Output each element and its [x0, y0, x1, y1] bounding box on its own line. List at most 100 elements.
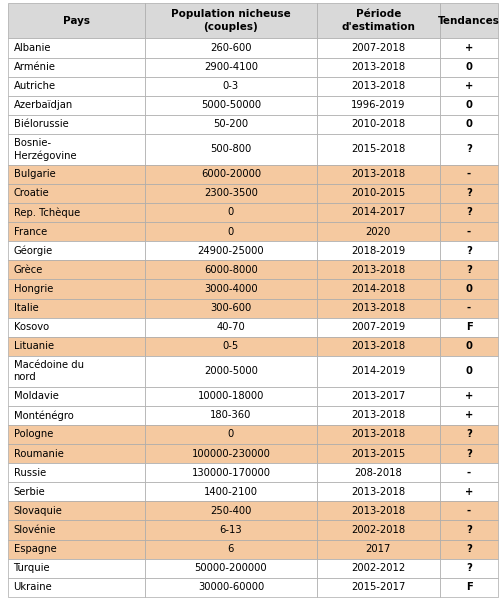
Text: +: +	[465, 487, 473, 497]
Text: Lituanie: Lituanie	[14, 341, 54, 352]
Text: 2013-2018: 2013-2018	[351, 169, 405, 179]
Bar	[317, 482, 439, 502]
Text: 2013-2018: 2013-2018	[351, 341, 405, 352]
Bar	[145, 58, 317, 77]
Text: 1996-2019: 1996-2019	[351, 100, 405, 110]
Bar	[317, 241, 439, 260]
Text: 2000-5000: 2000-5000	[204, 366, 258, 376]
Text: 10000-18000: 10000-18000	[198, 391, 264, 401]
Text: ?: ?	[466, 265, 472, 275]
Text: +: +	[465, 391, 473, 401]
Bar	[145, 280, 317, 299]
Text: 2007-2018: 2007-2018	[351, 43, 405, 53]
Text: ?: ?	[466, 449, 472, 458]
Text: Macédoine du
nord: Macédoine du nord	[14, 360, 84, 382]
Bar	[439, 406, 498, 425]
Text: ?: ?	[466, 145, 472, 154]
Text: 40-70: 40-70	[216, 322, 245, 332]
Bar	[317, 38, 439, 58]
Text: Grèce: Grèce	[14, 265, 43, 275]
Bar	[8, 241, 145, 260]
Bar	[145, 134, 317, 164]
Bar	[8, 463, 145, 482]
Text: Slovaquie: Slovaquie	[14, 506, 63, 516]
Bar	[439, 222, 498, 241]
Bar	[145, 77, 317, 96]
Bar	[439, 463, 498, 482]
Text: -: -	[467, 227, 471, 236]
Text: Arménie: Arménie	[14, 62, 56, 72]
Text: 2013-2018: 2013-2018	[351, 410, 405, 420]
Text: Moldavie: Moldavie	[14, 391, 59, 401]
Text: -: -	[467, 303, 471, 313]
Text: 6-13: 6-13	[219, 525, 242, 535]
Bar	[317, 406, 439, 425]
Bar	[317, 425, 439, 444]
Bar	[439, 3, 498, 38]
Text: Bulgarie: Bulgarie	[14, 169, 55, 179]
Text: Azerbaïdjan: Azerbaïdjan	[14, 100, 73, 110]
Text: 3000-4000: 3000-4000	[204, 284, 258, 294]
Bar	[439, 578, 498, 597]
Bar	[439, 425, 498, 444]
Bar	[145, 115, 317, 134]
Text: 2013-2018: 2013-2018	[351, 81, 405, 91]
Text: Russie: Russie	[14, 467, 46, 478]
Text: 0: 0	[465, 62, 472, 72]
Bar	[145, 520, 317, 539]
Text: +: +	[465, 410, 473, 420]
Bar	[317, 164, 439, 184]
Bar	[317, 203, 439, 222]
Text: ?: ?	[466, 188, 472, 199]
Text: 260-600: 260-600	[210, 43, 252, 53]
Text: +: +	[465, 81, 473, 91]
Bar	[145, 317, 317, 337]
Bar	[8, 502, 145, 520]
Bar	[145, 463, 317, 482]
Bar	[439, 356, 498, 386]
Bar	[145, 3, 317, 38]
Text: 2002-2018: 2002-2018	[351, 525, 405, 535]
Bar	[317, 356, 439, 386]
Bar	[8, 559, 145, 578]
Text: ?: ?	[466, 430, 472, 439]
Text: Rep. Tchèque: Rep. Tchèque	[14, 207, 80, 218]
Bar	[439, 115, 498, 134]
Bar	[145, 444, 317, 463]
Text: 2013-2015: 2013-2015	[351, 449, 405, 458]
Bar	[145, 96, 317, 115]
Bar	[145, 260, 317, 280]
Bar	[8, 58, 145, 77]
Bar	[145, 406, 317, 425]
Text: Roumanie: Roumanie	[14, 449, 64, 458]
Text: Hongrie: Hongrie	[14, 284, 53, 294]
Text: 2300-3500: 2300-3500	[204, 188, 258, 199]
Bar	[439, 58, 498, 77]
Text: 500-800: 500-800	[210, 145, 252, 154]
Text: 2002-2012: 2002-2012	[351, 563, 405, 574]
Text: 2013-2018: 2013-2018	[351, 265, 405, 275]
Bar	[8, 38, 145, 58]
Bar	[439, 299, 498, 317]
Text: 2018-2019: 2018-2019	[351, 246, 405, 256]
Text: 2013-2018: 2013-2018	[351, 487, 405, 497]
Bar	[8, 203, 145, 222]
Bar	[8, 164, 145, 184]
Text: 300-600: 300-600	[210, 303, 252, 313]
Text: Biélorussie: Biélorussie	[14, 119, 68, 130]
Text: 0-5: 0-5	[223, 341, 239, 352]
Bar	[317, 559, 439, 578]
Bar	[8, 337, 145, 356]
Text: 2013-2018: 2013-2018	[351, 430, 405, 439]
Bar	[439, 38, 498, 58]
Bar	[145, 164, 317, 184]
Bar	[317, 317, 439, 337]
Bar	[439, 502, 498, 520]
Bar	[317, 520, 439, 539]
Bar	[439, 241, 498, 260]
Bar	[145, 425, 317, 444]
Bar	[317, 299, 439, 317]
Bar	[317, 260, 439, 280]
Text: +: +	[465, 43, 473, 53]
Text: Pays: Pays	[63, 16, 90, 26]
